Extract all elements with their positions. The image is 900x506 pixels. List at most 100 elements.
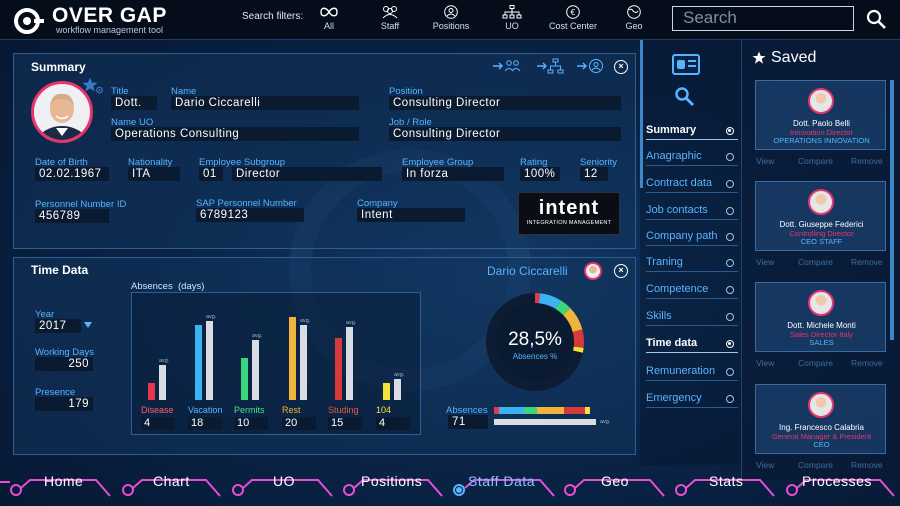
detail-nav-label: Competence xyxy=(646,283,709,295)
saved-card[interactable]: Dott. Paolo Belli Innovation Director OPER… xyxy=(755,80,886,150)
filter-all[interactable]: All xyxy=(298,5,360,37)
saved-card-role: Innovation Director xyxy=(790,128,853,137)
detail-nav-item[interactable]: Contract data xyxy=(646,177,738,193)
uo-value: Operations Consulting xyxy=(111,127,359,141)
absences-chart xyxy=(131,292,421,435)
saved-card[interactable]: Ing. Francesco Calabria General Manager &… xyxy=(755,384,886,454)
bottom-nav-processes[interactable]: Processes xyxy=(802,473,872,489)
avg-bar-label: avg. xyxy=(346,320,357,327)
saved-card-name: Dott. Paolo Belli xyxy=(793,119,850,128)
bottom-nav-staff-data[interactable]: Staff Data xyxy=(468,473,536,489)
saved-card-department: CEO xyxy=(813,440,830,449)
detail-nav-item[interactable]: Job contacts xyxy=(646,204,738,220)
company-logo-text: intent xyxy=(538,197,600,219)
avg-bar xyxy=(159,364,166,400)
avatar xyxy=(808,392,834,418)
filter-staff[interactable]: Staff xyxy=(359,5,421,37)
filter-geo[interactable]: Geo xyxy=(603,5,665,37)
saved-card[interactable]: Dott. Giuseppe Federici Controlling Direc… xyxy=(755,181,886,251)
globe-icon xyxy=(627,5,641,19)
star-favorite-icon[interactable] xyxy=(82,77,104,95)
detail-nav-label: Anagraphic xyxy=(646,150,702,162)
bottom-nav-chart[interactable]: Chart xyxy=(153,473,190,489)
detail-nav-item[interactable]: Emergency xyxy=(646,392,738,408)
bottom-nav-stats[interactable]: Stats xyxy=(709,473,744,489)
chart-title-text: Absences xyxy=(131,281,173,292)
remove-button[interactable]: Remove xyxy=(851,257,883,267)
view-button[interactable]: View xyxy=(756,156,775,166)
detail-search-icon[interactable] xyxy=(674,86,696,108)
avg-bar xyxy=(206,320,213,400)
detail-nav-item[interactable]: Competence xyxy=(646,283,738,299)
avatar xyxy=(808,88,834,114)
position-label: Position xyxy=(389,86,423,97)
remove-button[interactable]: Remove xyxy=(851,358,883,368)
year-value[interactable]: 2017 xyxy=(35,319,81,333)
search-input[interactable]: Search xyxy=(672,6,854,31)
bottom-nav-geo[interactable]: Geo xyxy=(601,473,629,489)
working-days-label: Working Days xyxy=(35,347,94,358)
svg-text:€: € xyxy=(570,8,575,17)
staff-link-icon[interactable] xyxy=(492,58,522,74)
view-button[interactable]: View xyxy=(756,358,775,368)
avg-bar xyxy=(300,325,307,400)
saved-card-actions: View Compare Remove xyxy=(756,257,886,268)
bottom-nav-home[interactable]: Home xyxy=(44,473,84,489)
compare-button[interactable]: Compare xyxy=(798,358,833,368)
summary-title: Summary xyxy=(31,60,86,74)
absences-stacked-bar xyxy=(494,407,590,414)
bottom-nav-positions[interactable]: Positions xyxy=(361,473,423,489)
compare-button[interactable]: Compare xyxy=(798,257,833,267)
saved-card[interactable]: Dott. Michele Monti Sales Director Italy S… xyxy=(755,282,886,352)
position-link-icon[interactable] xyxy=(576,58,606,74)
detail-nav-item[interactable]: Traning xyxy=(646,256,738,272)
absences-avg-bar xyxy=(494,419,596,425)
detail-nav-item[interactable]: Skills xyxy=(646,310,738,326)
absences-bar-label: Absences xyxy=(446,405,488,416)
category-value: 20 xyxy=(282,417,316,430)
compare-button[interactable]: Compare xyxy=(798,460,833,470)
category-label: Permits xyxy=(234,405,265,415)
remove-button[interactable]: Remove xyxy=(851,460,883,470)
id-card-icon[interactable] xyxy=(672,54,700,75)
detail-nav-label: Job contacts xyxy=(646,204,708,216)
uo-link-icon[interactable] xyxy=(536,58,566,74)
saved-card-actions: View Compare Remove xyxy=(756,460,886,471)
subgroup-code: 01 xyxy=(199,167,223,181)
sap-number-label: SAP Personnel Number xyxy=(196,198,297,209)
saved-card-role: Controlling Director xyxy=(789,229,854,238)
working-days-value: 250 xyxy=(35,357,93,371)
detail-nav-item[interactable]: Anagraphic xyxy=(646,150,738,166)
saved-card-name: Dott. Michele Monti xyxy=(787,321,856,330)
euro-icon: € xyxy=(566,5,580,19)
time-data-close-button[interactable]: × xyxy=(614,264,628,278)
detail-nav-item[interactable]: Remuneration xyxy=(646,365,738,381)
dropdown-arrow-icon[interactable] xyxy=(84,321,92,329)
detail-nav-item[interactable]: Time data xyxy=(646,337,738,353)
detail-nav-item[interactable]: Company path xyxy=(646,230,738,246)
search-icon[interactable] xyxy=(865,8,887,30)
filter-label: UO xyxy=(505,21,519,31)
nationality-value: ITA xyxy=(128,167,180,181)
time-data-avatar xyxy=(584,262,602,280)
subgroup-value: Director xyxy=(232,167,382,181)
saved-title: Saved xyxy=(771,49,817,66)
remove-button[interactable]: Remove xyxy=(851,156,883,166)
category-value: 18 xyxy=(188,417,222,430)
filter-uo[interactable]: UO xyxy=(481,5,543,37)
view-button[interactable]: View xyxy=(756,460,775,470)
detail-nav-scrollbar[interactable] xyxy=(640,40,643,188)
saved-scrollbar[interactable] xyxy=(890,80,894,340)
bottom-nav-uo[interactable]: UO xyxy=(273,473,295,489)
search-filters-label: Search filters: xyxy=(242,11,304,22)
radio-dot-icon xyxy=(726,286,734,294)
filter-positions[interactable]: Positions xyxy=(420,5,482,37)
summary-close-button[interactable]: × xyxy=(614,60,628,74)
company-logo: intent INTEGRATION MANAGEMENT xyxy=(518,192,620,235)
detail-nav-item[interactable]: Summary xyxy=(646,124,738,140)
detail-nav-label: Skills xyxy=(646,310,672,322)
compare-button[interactable]: Compare xyxy=(798,156,833,166)
view-button[interactable]: View xyxy=(756,257,775,267)
filter-cost-center[interactable]: € Cost Center xyxy=(542,5,604,37)
nationality-label: Nationality xyxy=(128,157,173,168)
